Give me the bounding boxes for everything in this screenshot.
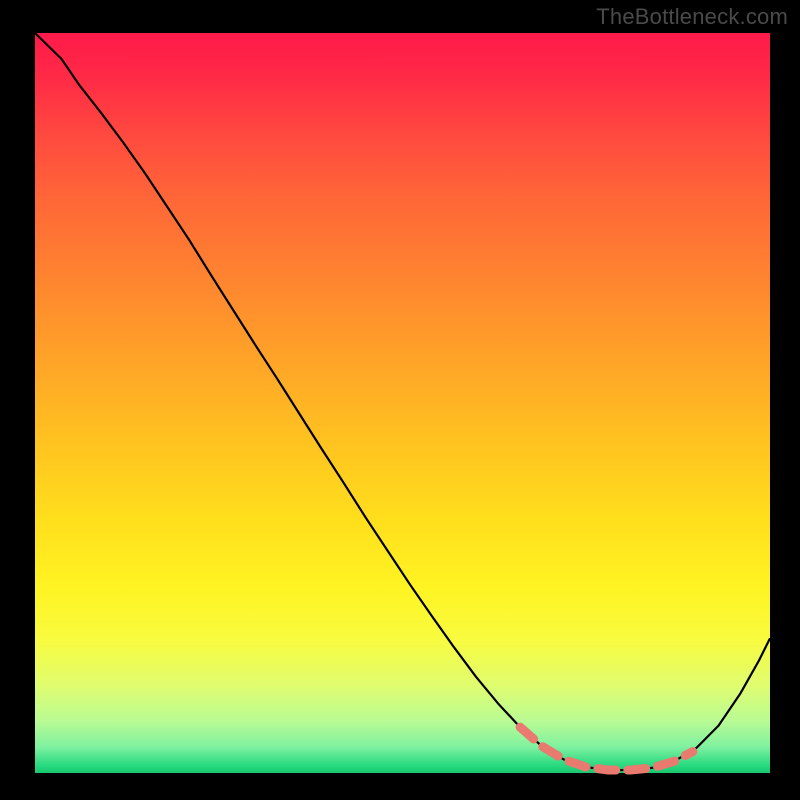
chart-stage: TheBottleneck.com bbox=[0, 0, 800, 800]
plot-svg bbox=[0, 0, 800, 800]
watermark-text: TheBottleneck.com bbox=[596, 4, 788, 30]
plot-background bbox=[35, 33, 770, 773]
